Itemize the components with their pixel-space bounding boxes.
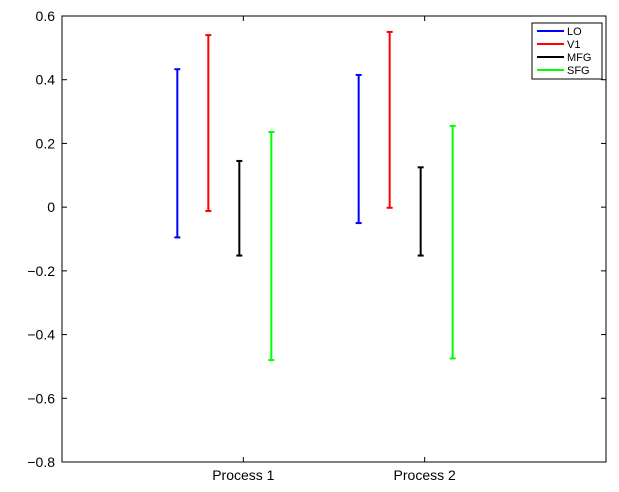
error-bars: [174, 30, 456, 362]
error-bar-lo-1: [174, 68, 181, 239]
error-bar-mfg-2: [417, 166, 424, 257]
error-bar-v1-2: [386, 30, 393, 209]
error-bar-v1-1: [205, 34, 212, 212]
legend-label-lo: LO: [567, 26, 582, 38]
error-bar-sfg-2: [449, 124, 456, 360]
y-axis: −0.8 −0.6 −0.4 −0.2 0 0.2 0.4 0.6: [27, 8, 606, 470]
y-tick-label: 0: [47, 199, 55, 215]
y-tick-label: 0.2: [36, 135, 56, 151]
y-tick-label: −0.8: [27, 454, 55, 470]
error-bar-mfg-1: [236, 159, 243, 257]
plot-area: [61, 15, 607, 463]
error-bar-lo-2: [355, 73, 362, 225]
x-tick-label: Process 2: [394, 467, 456, 483]
legend-label-sfg: SFG: [567, 65, 590, 77]
legend-label-v1: V1: [567, 39, 580, 51]
x-axis: Process 1 Process 2: [212, 16, 456, 483]
x-tick-label: Process 1: [212, 467, 274, 483]
legend-label-mfg: MFG: [567, 52, 591, 64]
y-tick-label: −0.4: [27, 327, 55, 343]
y-tick-label: −0.2: [27, 263, 55, 279]
y-tick-label: 0.6: [36, 8, 56, 24]
y-tick-label: −0.6: [27, 390, 55, 406]
error-bar-sfg-1: [268, 130, 275, 362]
y-tick-label: 0.4: [36, 72, 56, 88]
